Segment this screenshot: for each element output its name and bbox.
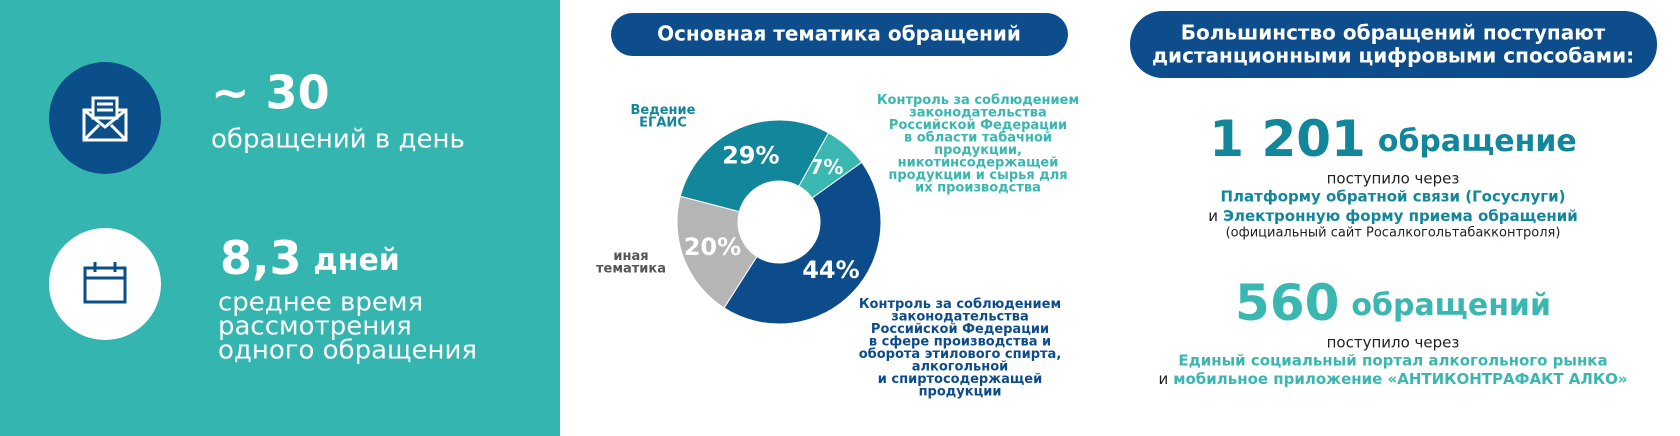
via: поступило через bbox=[1327, 170, 1460, 188]
donut-segment bbox=[676, 195, 758, 309]
stat-caption: рассмотрения bbox=[218, 312, 412, 342]
channel: Единый социальный портал алкогольного ры… bbox=[1178, 352, 1607, 370]
stat-caption: среднее время bbox=[218, 288, 423, 318]
via: поступило через bbox=[1327, 334, 1460, 352]
channel: Платформу обратной связи (Госуслуги) bbox=[1221, 188, 1566, 206]
stat-number: 8,3 bbox=[220, 231, 302, 285]
donut: 7% Контроль за соблюдением законодательств… bbox=[596, 93, 1079, 400]
donut-segment bbox=[723, 161, 882, 325]
category-label: Контроль за соблюдением законодательства Р… bbox=[859, 297, 1062, 400]
count-line: 1 201 обращение bbox=[1209, 110, 1576, 168]
right-title: Большинство обращений поступают bbox=[1181, 21, 1606, 45]
note: (официальный сайт Росалкогольтабакконтро… bbox=[1226, 226, 1561, 241]
channel: Электронную форму приема обращений bbox=[1223, 207, 1578, 225]
right-title-pill bbox=[1130, 11, 1657, 78]
stat-caption: обращений в день bbox=[211, 125, 465, 155]
count-unit: обращение bbox=[1378, 124, 1577, 159]
value-label: 29% bbox=[722, 141, 779, 169]
category-label: Ведение ЕГАИС bbox=[631, 103, 696, 131]
stat-value: ~ 30 bbox=[211, 66, 330, 120]
value-label: 7% bbox=[809, 155, 843, 179]
stat-value: 8,3 дней bbox=[220, 231, 400, 285]
chart-title-pill bbox=[611, 13, 1068, 56]
donut-segment bbox=[679, 119, 830, 213]
stat-unit: дней bbox=[314, 243, 400, 278]
value-label: 44% bbox=[802, 256, 859, 284]
channel-line: и Электронную форму приема обращений bbox=[1208, 207, 1578, 225]
count-line: 560 обращений bbox=[1235, 274, 1551, 332]
channel: мобильное приложение «АНТИКОНТРАФАКТ АЛК… bbox=[1173, 370, 1627, 388]
right-title: дистанционными цифровыми способами: bbox=[1152, 44, 1634, 68]
calendar-icon-bg bbox=[49, 228, 161, 340]
value-label: 20% bbox=[684, 233, 741, 261]
conjunction: и bbox=[1158, 370, 1168, 388]
stat-caption: одного обращения bbox=[218, 336, 477, 366]
count-number: 560 bbox=[1235, 274, 1339, 332]
mail-icon bbox=[82, 96, 128, 142]
chart-title: Основная тематика обращений bbox=[657, 22, 1021, 46]
calendar-icon bbox=[83, 262, 127, 304]
category-label: иная тематика bbox=[596, 249, 666, 277]
channel-line: и мобильное приложение «АНТИКОНТРАФАКТ АЛ… bbox=[1158, 370, 1627, 388]
conjunction: и bbox=[1208, 207, 1218, 225]
count-unit: обращений bbox=[1351, 288, 1551, 323]
category-label: Контроль за соблюдением законодательства Р… bbox=[877, 93, 1079, 196]
count-number: 1 201 bbox=[1209, 110, 1366, 168]
